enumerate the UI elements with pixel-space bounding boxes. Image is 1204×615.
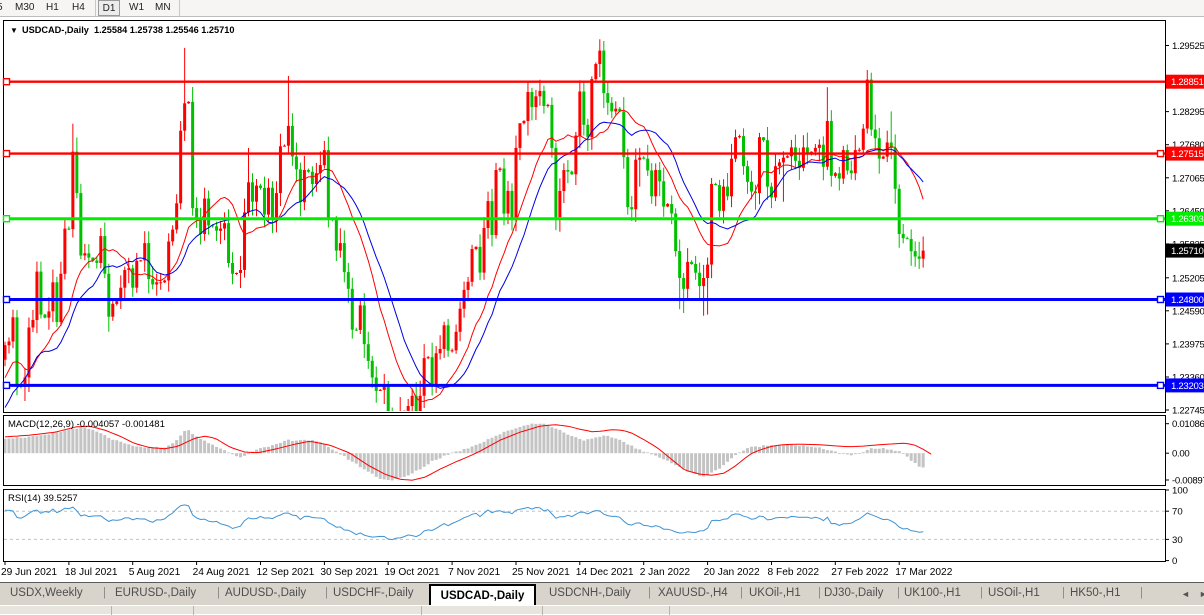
svg-text:27 Feb 2022: 27 Feb 2022 [831,567,889,578]
svg-text:19 Oct 2021: 19 Oct 2021 [384,567,440,578]
svg-text:0.010869: 0.010869 [1172,419,1204,430]
svg-text:12 Sep 2021: 12 Sep 2021 [257,567,315,578]
svg-text:1.25205: 1.25205 [1172,273,1204,284]
svg-text:17 Mar 2022: 17 Mar 2022 [895,567,953,578]
svg-text:MACD(12,26,9) -0.004057 -0.001: MACD(12,26,9) -0.004057 -0.001481 [8,419,165,430]
svg-text:1.23975: 1.23975 [1172,339,1204,350]
svg-text:1.27065: 1.27065 [1172,173,1204,184]
svg-text:1.24590: 1.24590 [1172,306,1204,317]
svg-text:1.23203: 1.23203 [1171,381,1204,392]
svg-text:1.25710: 1.25710 [1171,246,1204,257]
svg-text:1.24800: 1.24800 [1171,295,1204,306]
svg-text:RSI(14) 39.5257: RSI(14) 39.5257 [8,493,78,504]
svg-text:70: 70 [1172,507,1183,518]
svg-text:1.28295: 1.28295 [1172,107,1204,118]
svg-text:25 Nov 2021: 25 Nov 2021 [512,567,570,578]
svg-text:1.23360: 1.23360 [1172,373,1204,384]
svg-text:1.29525: 1.29525 [1172,41,1204,52]
svg-text:20 Jan 2022: 20 Jan 2022 [704,567,760,578]
svg-text:-0.00897: -0.00897 [1172,476,1204,487]
svg-text:5 Aug 2021: 5 Aug 2021 [129,567,181,578]
svg-text:30: 30 [1172,535,1183,546]
svg-text:USDCAD-,Daily 1.25584 1.25738: USDCAD-,Daily 1.25584 1.25738 1.25546 1.… [22,25,234,35]
svg-text:1.27680: 1.27680 [1172,140,1204,151]
svg-text:2 Jan 2022: 2 Jan 2022 [640,567,691,578]
svg-text:30 Sep 2021: 30 Sep 2021 [320,567,378,578]
svg-text:14 Dec 2021: 14 Dec 2021 [576,567,634,578]
svg-text:8 Feb 2022: 8 Feb 2022 [768,567,820,578]
svg-text:▼: ▼ [10,26,18,35]
svg-text:18 Jul 2021: 18 Jul 2021 [65,567,118,578]
svg-text:1.28851: 1.28851 [1171,77,1204,88]
svg-text:100: 100 [1172,486,1188,497]
svg-text:1.22745: 1.22745 [1172,406,1204,417]
svg-text:0: 0 [1172,556,1177,567]
svg-text:29 Jun 2021: 29 Jun 2021 [1,567,57,578]
svg-text:24 Aug 2021: 24 Aug 2021 [193,567,251,578]
svg-text:7 Nov 2021: 7 Nov 2021 [448,567,500,578]
svg-text:0.00: 0.00 [1172,449,1189,460]
svg-text:1.27515: 1.27515 [1171,149,1204,160]
svg-text:1.26303: 1.26303 [1171,214,1204,225]
